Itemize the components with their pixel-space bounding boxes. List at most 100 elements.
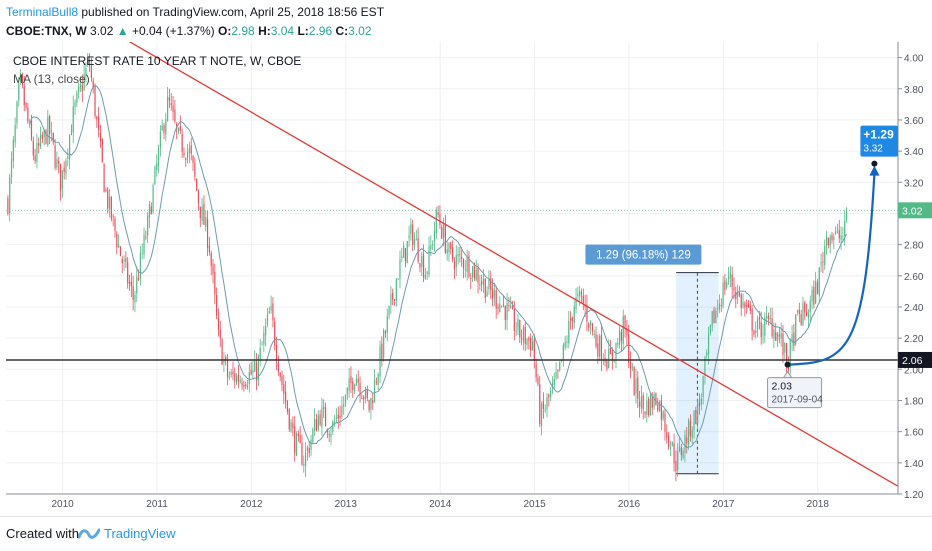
candle-body	[239, 379, 241, 383]
candle-body	[551, 382, 554, 388]
candle-body	[136, 276, 138, 294]
candle-body	[737, 291, 739, 297]
tradingview-link[interactable]: TradingView	[104, 526, 176, 541]
candle-body	[373, 379, 376, 403]
candle-body	[789, 339, 791, 368]
candle-body	[281, 376, 283, 386]
candle-body	[571, 317, 574, 322]
candle-body	[172, 105, 174, 112]
candle-body	[422, 253, 425, 278]
candle-body	[428, 246, 430, 275]
candle-body	[542, 401, 544, 409]
footer: Created with TradingView	[0, 516, 932, 551]
candle-body	[628, 333, 630, 364]
candle-body	[257, 356, 259, 381]
candle-body	[45, 130, 47, 144]
candle-body	[687, 419, 690, 445]
candle-body	[241, 382, 243, 386]
candle-body	[635, 378, 637, 394]
candle-body	[646, 400, 648, 415]
candle-body	[9, 177, 11, 214]
y-tick-label: 3.40	[904, 147, 924, 158]
price-chart[interactable]: 1.29 (96.18%) 129 4.00 3.80 3.60 3.40 3.20 3.…	[0, 13, 932, 512]
candle-body	[236, 375, 238, 384]
candle-body	[12, 139, 14, 161]
candle-body	[30, 120, 33, 140]
y-tick-label: 3.80	[904, 85, 924, 96]
candle-body	[370, 397, 372, 410]
candle-body	[265, 326, 267, 336]
candle-body	[201, 206, 203, 221]
candle-body	[444, 224, 446, 253]
candle-body	[154, 167, 156, 184]
candle-body	[566, 341, 568, 343]
candle-body	[686, 437, 688, 444]
author-link[interactable]: TerminalBull8	[6, 5, 79, 19]
candle-body	[595, 334, 597, 347]
candle-body	[123, 260, 125, 262]
candle-body	[248, 371, 250, 385]
candle-body	[326, 428, 328, 433]
candle-body	[673, 443, 675, 464]
candle-body	[174, 109, 176, 122]
candle-body	[317, 415, 319, 430]
candle-body	[539, 384, 541, 424]
candle-body	[76, 92, 78, 103]
candle-body	[488, 278, 490, 290]
candle-body	[644, 411, 646, 414]
drawings[interactable]	[6, 13, 899, 487]
candle-body	[214, 271, 216, 294]
candle-body	[194, 163, 196, 177]
candle-body	[631, 366, 633, 368]
candle-body	[767, 315, 770, 319]
candle-body	[704, 357, 706, 375]
ma-line	[29, 84, 847, 449]
candle-body	[395, 279, 397, 301]
candle-body	[99, 132, 102, 142]
candle-body	[471, 266, 474, 278]
candle-body	[707, 333, 710, 354]
chart-area[interactable]: 1.29 (96.18%) 129 4.00 3.80 3.60 3.40 3.20 3.…	[0, 13, 932, 512]
candle-body	[130, 281, 132, 287]
trendline[interactable]	[81, 13, 899, 487]
candle-body	[726, 282, 728, 288]
candle-body	[651, 396, 653, 408]
candle-body	[684, 435, 686, 454]
projection-change: +1.29	[863, 128, 894, 142]
candle-body	[622, 316, 624, 344]
candle-body	[27, 107, 29, 122]
candle-body	[840, 235, 842, 240]
candle-body	[306, 447, 308, 452]
candle-body	[818, 267, 820, 296]
candle-body	[457, 253, 459, 257]
candle-body	[597, 343, 599, 357]
candle-body	[709, 325, 711, 333]
candle-body	[715, 310, 717, 323]
candle-body	[570, 318, 572, 321]
candle-body	[41, 135, 43, 139]
candle-body	[517, 318, 519, 330]
candle-body	[553, 378, 555, 385]
candle-body	[824, 246, 826, 266]
low-point-marker	[784, 361, 791, 368]
candle-body	[528, 337, 530, 341]
open-label: O:	[218, 24, 232, 38]
candle-body	[83, 74, 85, 89]
candle-body	[386, 316, 388, 333]
candle-body	[675, 461, 677, 471]
candle-body	[87, 58, 89, 65]
candle-body	[691, 429, 693, 438]
y-tick-label: 2.00	[904, 365, 924, 376]
candle-body	[680, 447, 682, 456]
candle-body	[81, 85, 83, 92]
candle-body	[435, 209, 437, 234]
candle-body	[747, 304, 750, 307]
measure-tool[interactable]: 1.29 (96.18%) 129	[585, 244, 719, 475]
candle-body	[263, 332, 265, 345]
candle-body	[753, 330, 755, 335]
candle-body	[221, 339, 223, 365]
x-tick-label: 2016	[618, 499, 641, 510]
candle-body	[61, 170, 63, 189]
candle-body	[388, 305, 390, 316]
candle-body	[633, 366, 635, 396]
